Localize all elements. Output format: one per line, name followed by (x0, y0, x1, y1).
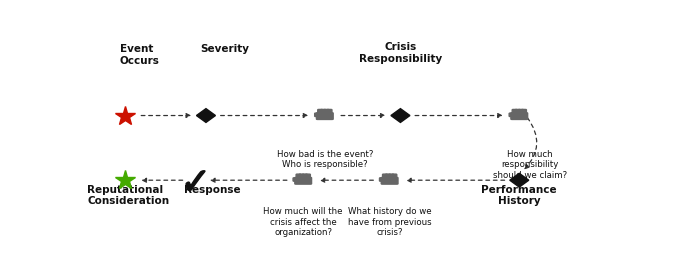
Text: How much
responsibility
should we claim?: How much responsibility should we claim? (493, 150, 567, 180)
Text: How bad is the event?
Who is responsible?: How bad is the event? Who is responsible… (277, 150, 373, 169)
FancyBboxPatch shape (318, 109, 323, 115)
FancyBboxPatch shape (321, 109, 325, 115)
Text: What history do we
have from previous
crisis?: What history do we have from previous cr… (348, 207, 431, 237)
Text: Performance
History: Performance History (482, 185, 557, 206)
Text: Event
Occurs: Event Occurs (120, 44, 160, 66)
FancyBboxPatch shape (324, 109, 329, 115)
FancyBboxPatch shape (509, 113, 514, 116)
FancyBboxPatch shape (295, 178, 312, 184)
Text: Response: Response (185, 185, 241, 195)
Text: How much will the
crisis affect the
organization?: How much will the crisis affect the orga… (263, 207, 343, 237)
FancyBboxPatch shape (299, 174, 304, 179)
FancyBboxPatch shape (302, 174, 307, 179)
FancyBboxPatch shape (385, 174, 390, 179)
FancyBboxPatch shape (381, 178, 398, 184)
Polygon shape (391, 109, 410, 122)
FancyBboxPatch shape (327, 109, 332, 115)
FancyBboxPatch shape (379, 178, 385, 181)
Polygon shape (510, 173, 529, 187)
Polygon shape (197, 109, 215, 122)
FancyBboxPatch shape (389, 174, 394, 179)
FancyBboxPatch shape (305, 174, 310, 179)
FancyBboxPatch shape (316, 113, 333, 120)
FancyBboxPatch shape (515, 109, 520, 115)
Text: Severity: Severity (201, 44, 250, 54)
Text: Crisis
Responsibility: Crisis Responsibility (359, 42, 442, 64)
FancyBboxPatch shape (392, 174, 397, 179)
FancyBboxPatch shape (511, 113, 528, 120)
FancyBboxPatch shape (519, 109, 523, 115)
FancyBboxPatch shape (512, 109, 517, 115)
Text: Reputational
Consideration: Reputational Consideration (87, 185, 169, 206)
FancyBboxPatch shape (293, 178, 298, 181)
FancyBboxPatch shape (383, 174, 388, 179)
FancyBboxPatch shape (296, 174, 301, 179)
FancyBboxPatch shape (314, 113, 320, 116)
FancyBboxPatch shape (521, 109, 526, 115)
